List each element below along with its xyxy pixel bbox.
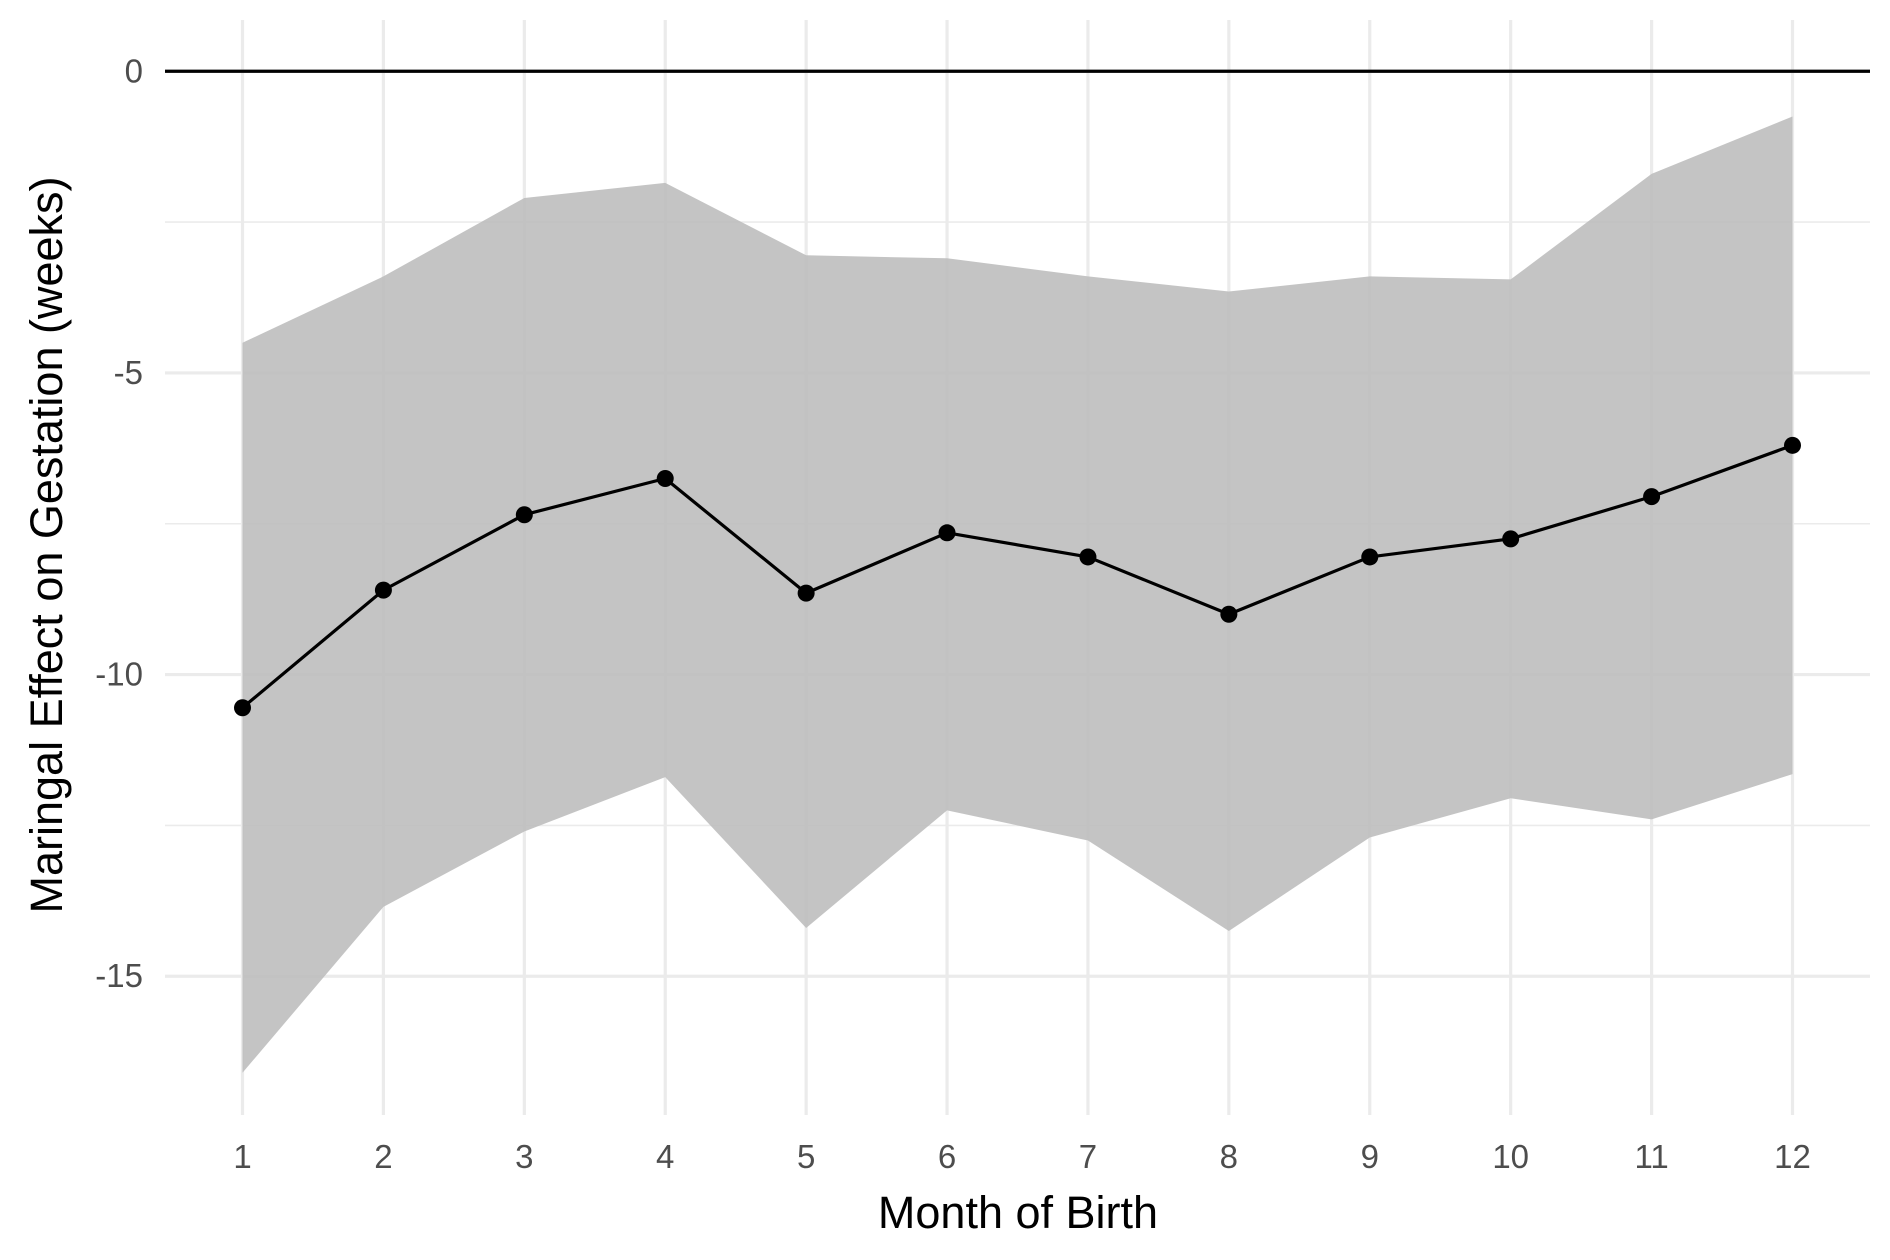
x-tick-label: 3 [515, 1138, 533, 1175]
y-tick-label: 0 [125, 52, 143, 89]
x-axis-ticks: 1 2 3 4 5 6 7 8 9 10 11 12 [233, 1138, 1811, 1175]
x-tick-label: 9 [1361, 1138, 1379, 1175]
series-polyline [241, 443, 1794, 709]
data-point [938, 524, 956, 542]
y-axis-title: Maringal Effect on Gestation (weeks) [21, 176, 72, 913]
data-point [1643, 488, 1661, 506]
series-points [234, 436, 1801, 717]
y-axis-ticks: 0 -5 -10 -15 [95, 52, 143, 994]
y-tick-label: -5 [114, 354, 143, 391]
data-point [1220, 605, 1238, 623]
y-tick-label: -10 [95, 656, 143, 693]
x-tick-label: 7 [1079, 1138, 1097, 1175]
y-tick-label: -15 [95, 957, 143, 994]
data-point [374, 581, 392, 599]
x-tick-label: 6 [938, 1138, 956, 1175]
data-point [1079, 548, 1097, 566]
data-point [1502, 530, 1520, 548]
data-point [656, 470, 674, 488]
x-tick-label: 10 [1492, 1138, 1529, 1175]
data-point [797, 584, 815, 602]
x-tick-label: 1 [233, 1138, 251, 1175]
data-point [1361, 548, 1379, 566]
data-point [1784, 436, 1801, 454]
data-point [515, 506, 533, 524]
x-tick-label: 11 [1634, 1138, 1668, 1175]
x-tick-label: 4 [656, 1138, 674, 1175]
x-tick-label: 12 [1774, 1138, 1811, 1175]
data-point [234, 699, 251, 717]
x-tick-label: 8 [1220, 1138, 1238, 1175]
confidence-ribbon [242, 116, 1793, 1073]
x-axis-title: Month of Birth [878, 1187, 1158, 1238]
confidence-band [242, 116, 1793, 1073]
x-tick-label: 2 [374, 1138, 392, 1175]
x-tick-label: 5 [797, 1138, 815, 1175]
series-line [241, 443, 1794, 709]
